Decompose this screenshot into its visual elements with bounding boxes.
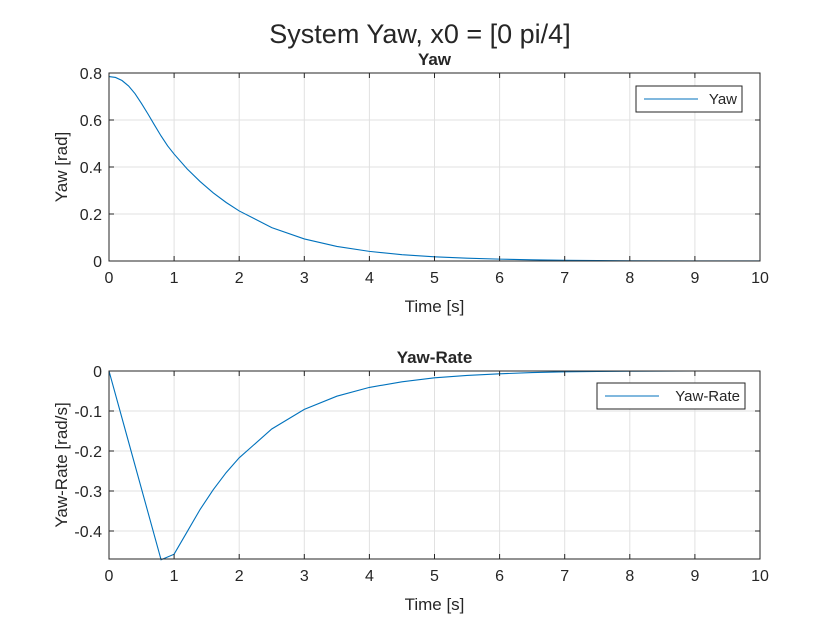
y-tick-label: -0.1 (74, 404, 102, 421)
x-axis-label: Time [s] (405, 297, 465, 316)
subplot-2: 0 1 2 3 4 5 6 7 8 9 10 0 -0.1 -0.2 -0.3 -0.4 Yaw-Rate Tim… (52, 348, 769, 614)
axes-title: Yaw (418, 50, 452, 69)
y-tick-label: 0.6 (80, 113, 102, 130)
x-tick-label: 1 (170, 270, 179, 287)
legend-label: Yaw (709, 91, 737, 108)
x-tick-label: 3 (300, 270, 309, 287)
y-tick-label: -0.2 (74, 444, 102, 461)
x-tick-label: 6 (495, 568, 504, 585)
x-axis-label: Time [s] (405, 595, 465, 614)
y-tick-label: -0.4 (74, 524, 102, 541)
x-tick-label: 6 (495, 270, 504, 287)
x-tick-label: 9 (690, 270, 699, 287)
subplot-1: 0 1 2 3 4 5 6 7 8 9 10 0 0.2 0.4 0.6 0.8 Yaw Time [s] Yaw … (52, 50, 769, 316)
x-tick-label: 7 (560, 270, 569, 287)
x-tick-label: 5 (430, 568, 439, 585)
figure-title: System Yaw, x0 = [0 pi/4] (269, 19, 570, 49)
x-tick-label: 8 (625, 568, 634, 585)
y-tick-label: -0.3 (74, 484, 102, 501)
y-tick-label: 0 (93, 364, 102, 381)
x-tick-label: 7 (560, 568, 569, 585)
x-tick-label: 9 (690, 568, 699, 585)
series-line-yaw (108, 75, 761, 262)
y-tick-label: 0.4 (80, 160, 102, 177)
y-tick-label: 0 (93, 254, 102, 271)
x-tick-label: 0 (105, 568, 114, 585)
legend-label: Yaw-Rate (675, 388, 740, 405)
x-tick-label: 10 (751, 270, 769, 287)
y-axis-label: Yaw-Rate [rad/s] (52, 402, 71, 527)
legend: Yaw-Rate (596, 382, 746, 410)
y-tick-label: 0.2 (80, 207, 102, 224)
x-tick-label: 8 (625, 270, 634, 287)
y-tick-label: 0.8 (80, 66, 102, 83)
x-tick-label: 1 (170, 568, 179, 585)
x-tick-label: 10 (751, 568, 769, 585)
x-tick-label: 0 (105, 270, 114, 287)
axes-title: Yaw-Rate (397, 348, 473, 367)
series-line-yaw-rate (108, 370, 760, 561)
legend: Yaw (635, 85, 743, 113)
x-tick-label: 5 (430, 270, 439, 287)
x-tick-label: 4 (365, 270, 374, 287)
x-tick-label: 4 (365, 568, 374, 585)
y-axis-label: Yaw [rad] (52, 132, 71, 203)
x-tick-label: 3 (300, 568, 309, 585)
x-tick-label: 2 (235, 270, 244, 287)
x-tick-label: 2 (235, 568, 244, 585)
